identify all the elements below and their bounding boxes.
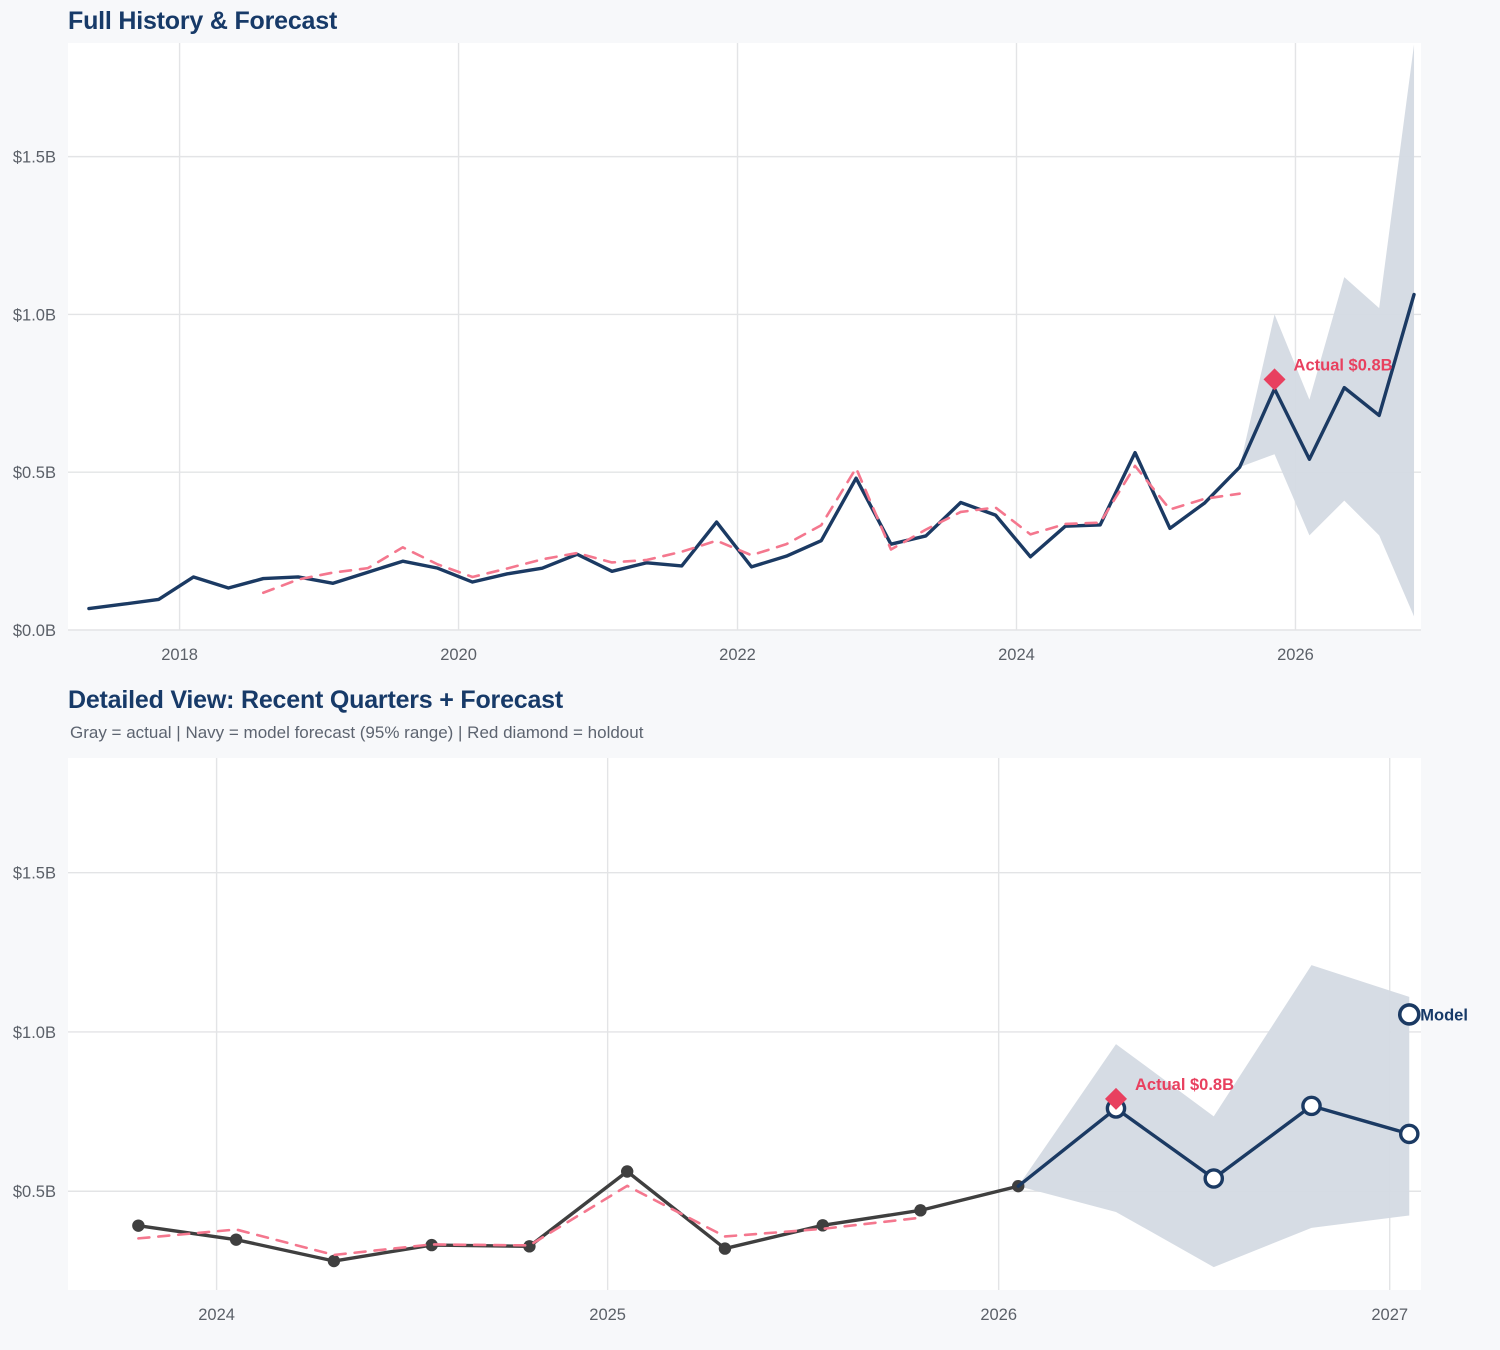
model-endpoint-label: Model bbox=[1420, 1006, 1468, 1024]
data-point[interactable] bbox=[327, 1254, 341, 1268]
data-point[interactable] bbox=[425, 1238, 438, 1252]
series-line-0 bbox=[136, 1169, 1020, 1263]
chart-legend-caption: Gray = actual | Navy = model forecast (9… bbox=[70, 723, 644, 742]
panel-detailed-view: Detailed View: Recent Quarters + Forecas… bbox=[0, 678, 1500, 1350]
holdout-annotation-label: Actual $0.8B bbox=[1135, 1076, 1234, 1094]
y-axis-tick-label: $1.0B bbox=[13, 306, 56, 324]
forecast-point[interactable] bbox=[1398, 1123, 1420, 1145]
x-axis-tick-label: 2026 bbox=[1277, 646, 1314, 664]
x-axis-tick-label: 2018 bbox=[161, 646, 198, 664]
y-axis-tick-label: $0.5B bbox=[13, 1183, 56, 1201]
confidence-band bbox=[1239, 44, 1415, 617]
page-title-full-history: Full History & Forecast bbox=[68, 7, 338, 35]
x-axis-tick-label: 2025 bbox=[589, 1306, 626, 1324]
page-title-detailed-view: Detailed View: Recent Quarters + Forecas… bbox=[68, 686, 564, 714]
y-axis-tick-label: $1.0B bbox=[13, 1024, 56, 1042]
x-axis-tick-label: 2020 bbox=[440, 646, 477, 664]
x-axis-tick-label: 2026 bbox=[980, 1306, 1017, 1324]
data-point[interactable] bbox=[620, 1165, 634, 1178]
data-point[interactable] bbox=[816, 1219, 829, 1232]
series-line-1 bbox=[261, 464, 1241, 595]
holdout-annotation-label: Actual $0.8B bbox=[1294, 356, 1393, 374]
data-point[interactable] bbox=[914, 1204, 927, 1217]
forecast-point[interactable] bbox=[1203, 1168, 1225, 1189]
chart-full-history-forecast[interactable]: Actual $0.8B $0.0B $0.5B $1.0B $1.5B 2018 2020… bbox=[0, 0, 1500, 678]
x-axis-tick-label: 2024 bbox=[198, 1306, 235, 1324]
data-point[interactable] bbox=[132, 1219, 145, 1232]
forecast-point[interactable] bbox=[1301, 1095, 1322, 1117]
holdout-diamond-marker[interactable] bbox=[1263, 368, 1286, 391]
data-point[interactable] bbox=[229, 1233, 243, 1246]
y-axis-tick-label: $0.0B bbox=[13, 622, 56, 640]
panel-full-history: Full History & Forecast Actual $0.8B $0.0… bbox=[0, 0, 1500, 678]
series-line-0 bbox=[87, 292, 1416, 611]
x-axis-tick-label: 2024 bbox=[998, 646, 1035, 664]
data-point[interactable] bbox=[718, 1242, 732, 1255]
x-axis-tick-label: 2022 bbox=[719, 646, 756, 664]
y-axis-tick-label: $1.5B bbox=[13, 149, 56, 167]
holdout-diamond-marker[interactable] bbox=[1104, 1087, 1127, 1110]
y-axis-tick-label: $0.5B bbox=[13, 464, 56, 482]
confidence-band bbox=[1018, 965, 1410, 1268]
model-endpoint-marker[interactable] bbox=[1397, 1003, 1421, 1026]
x-axis-tick-label: 2027 bbox=[1371, 1306, 1408, 1324]
y-axis-tick-label: $1.5B bbox=[13, 865, 56, 883]
gridlines bbox=[68, 43, 1421, 631]
series-line-1 bbox=[137, 1184, 922, 1257]
chart-detailed-recent-forecast[interactable]: Actual $0.8B Model $0.5B $1.0B $1.5B 2024 2025… bbox=[0, 678, 1500, 1350]
